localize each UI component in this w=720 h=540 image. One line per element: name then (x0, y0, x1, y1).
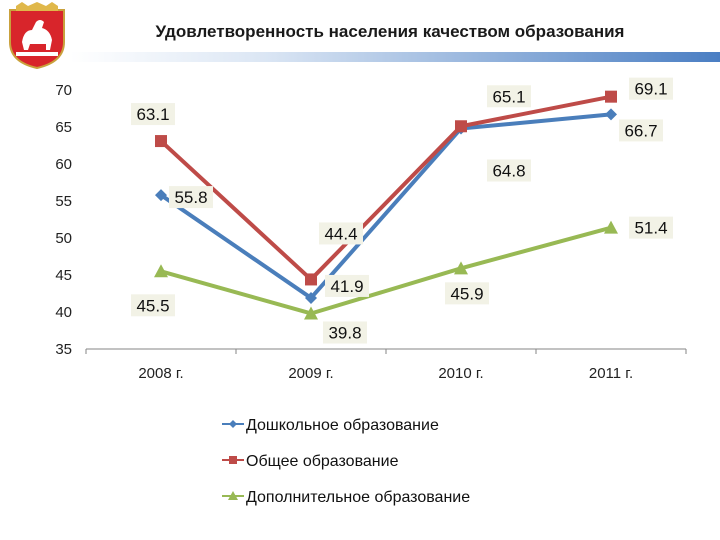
y-tick-label: 65 (55, 119, 72, 136)
data-point-2 (155, 135, 167, 148)
data-label: 39.8 (328, 323, 361, 342)
data-point-3 (304, 306, 318, 320)
data-label: 66.7 (624, 121, 657, 140)
data-point-2 (455, 120, 467, 133)
data-point-3 (454, 261, 468, 275)
legend-marker (229, 456, 237, 464)
data-label-bg (169, 186, 213, 209)
y-tick-label: 35 (55, 341, 72, 358)
data-label-bg (487, 159, 531, 182)
data-label: 45.9 (450, 284, 483, 303)
data-label-bg (131, 294, 175, 317)
data-label-bg (445, 282, 489, 305)
legend-label: Общее образование (246, 453, 399, 470)
data-label: 64.8 (492, 161, 525, 180)
chelyabinsk-coat-of-arms-icon (9, 2, 65, 70)
data-point-2 (605, 90, 617, 103)
series-line-2 (159, 94, 612, 282)
data-label-bg (131, 103, 175, 126)
data-label: 69.1 (634, 80, 667, 99)
y-tick-label: 40 (55, 304, 72, 321)
header: Удовлетворенность населения качеством об… (0, 0, 720, 70)
y-tick-label: 45 (55, 267, 72, 284)
data-point-3 (604, 220, 618, 234)
data-label: 45.5 (136, 296, 169, 315)
data-label-bg (325, 274, 369, 297)
x-tick-label: 2010 г. (438, 365, 483, 382)
data-point-1 (305, 291, 317, 304)
data-label-bg (629, 77, 673, 100)
data-label: 63.1 (136, 105, 169, 124)
data-label-bg (319, 222, 363, 245)
x-tick-label: 2011 г. (589, 365, 633, 382)
series-line-1 (159, 112, 612, 300)
data-label: 65.1 (492, 87, 525, 106)
legend-marker (228, 491, 238, 500)
data-label-bg (487, 85, 531, 108)
y-tick-label: 70 (55, 82, 72, 99)
page-title: Удовлетворенность населения качеством об… (155, 22, 625, 41)
y-tick-label: 55 (55, 193, 72, 210)
x-tick-label: 2009 г. (288, 365, 333, 382)
series-line-3 (160, 225, 612, 316)
y-tick-label: 50 (55, 230, 72, 247)
data-label: 41.9 (330, 277, 363, 296)
data-label: 55.8 (174, 188, 207, 207)
header-bar (70, 52, 720, 62)
data-point-1 (605, 108, 617, 121)
legend-marker (229, 420, 237, 428)
legend-label: Дополнительное образование (246, 489, 470, 506)
data-label-bg (629, 216, 673, 239)
data-label-bg (619, 119, 663, 142)
legend-label: Дошкольное образование (246, 417, 439, 434)
y-tick-label: 60 (55, 156, 72, 173)
data-label: 44.4 (324, 224, 357, 243)
data-point-3 (154, 264, 168, 278)
data-label-bg (323, 321, 367, 344)
data-point-1 (155, 189, 167, 202)
data-label: 51.4 (634, 219, 667, 238)
data-point-2 (305, 273, 317, 286)
x-tick-label: 2008 г. (138, 365, 183, 382)
